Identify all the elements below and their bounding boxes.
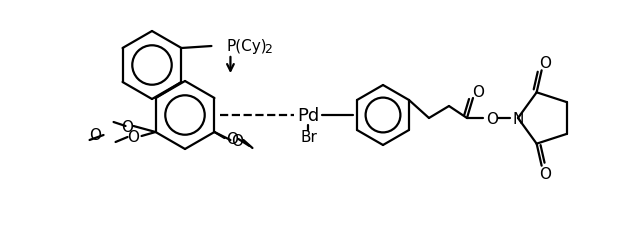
Text: Pd: Pd [297,106,319,124]
Text: O: O [127,130,140,145]
Text: O: O [539,166,550,181]
Text: O: O [122,119,134,134]
Text: O: O [232,133,243,148]
Text: O: O [472,84,484,99]
Text: N: N [512,111,524,126]
Text: Br: Br [301,130,317,145]
Text: 2: 2 [264,42,272,55]
Text: P(Cy): P(Cy) [227,38,267,53]
Text: O: O [227,132,239,147]
Text: O: O [539,56,550,71]
Text: O: O [486,111,498,126]
Text: O: O [90,128,102,143]
